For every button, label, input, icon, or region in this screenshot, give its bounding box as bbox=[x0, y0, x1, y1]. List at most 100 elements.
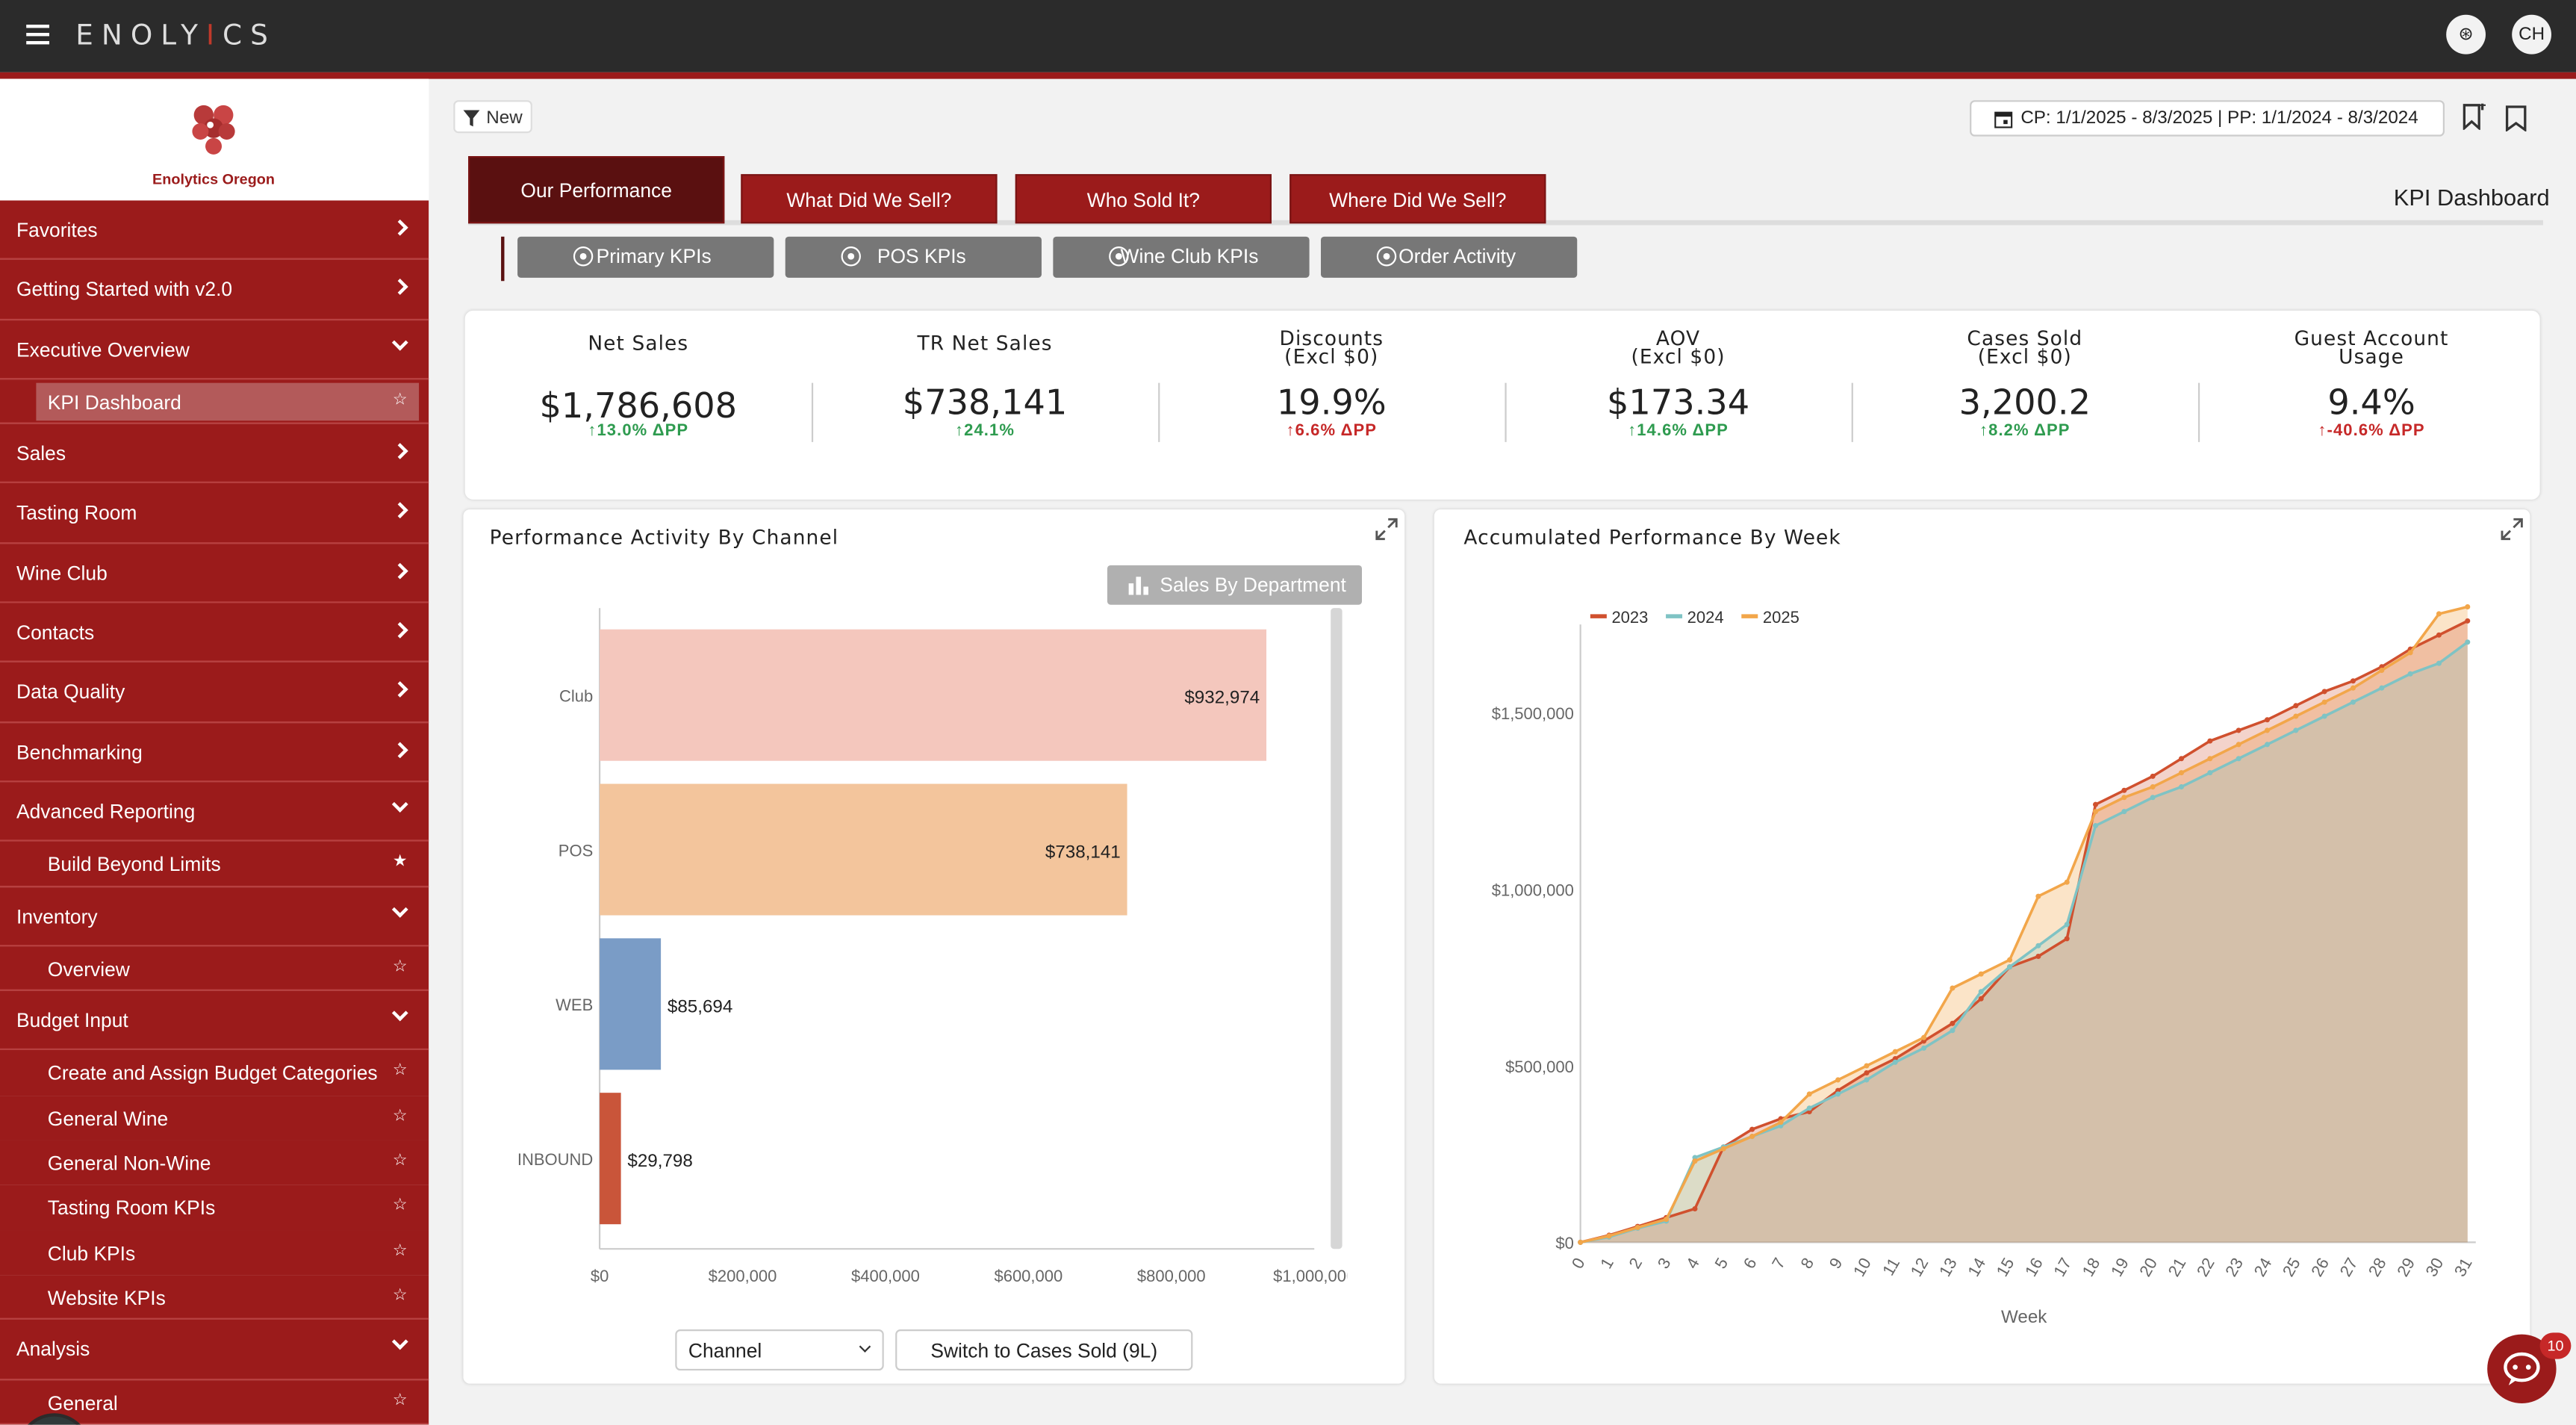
point-2025 bbox=[2007, 957, 2013, 963]
brand-logo[interactable]: ENOLYICS bbox=[75, 19, 276, 53]
sidebar-item-label: Advanced Reporting bbox=[16, 800, 196, 824]
radio-icon bbox=[573, 246, 594, 267]
sidebar-item-tasting-room[interactable]: Tasting Room bbox=[0, 483, 429, 544]
pin-icon[interactable]: ☆ bbox=[392, 1196, 408, 1215]
tab-our-performance[interactable]: Our Performance bbox=[468, 156, 725, 224]
kpi-value: 3,200.2 bbox=[1959, 382, 2091, 423]
x-tick-label: 20 bbox=[2135, 1255, 2161, 1280]
sidebar-subitem-tasting-room-kpis[interactable]: Tasting Room KPIs ☆ bbox=[0, 1185, 429, 1231]
expand-icon[interactable] bbox=[1373, 516, 1399, 542]
pin-icon[interactable]: ☆ bbox=[392, 1152, 408, 1170]
sidebar-subitem-general-non-wine[interactable]: General Non-Wine ☆ bbox=[0, 1140, 429, 1186]
x-tick-label: 25 bbox=[2279, 1255, 2304, 1280]
point-2025 bbox=[1664, 1217, 1670, 1223]
x-tick-label: 16 bbox=[2021, 1255, 2047, 1280]
sidebar-item-data-quality[interactable]: Data Quality bbox=[0, 662, 429, 723]
org-logo[interactable]: Enolytics Oregon bbox=[136, 92, 291, 194]
sidebar-item-analysis[interactable]: Analysis bbox=[0, 1320, 429, 1380]
kpi-title: Guest Account Usage bbox=[2294, 326, 2449, 368]
sidebar-item-budget-input[interactable]: Budget Input bbox=[0, 991, 429, 1051]
accent-line bbox=[0, 72, 2576, 79]
point-2025 bbox=[2236, 742, 2241, 748]
x-tick-label: 10 bbox=[1849, 1255, 1875, 1280]
tab-label: Our Performance bbox=[520, 178, 672, 202]
sidebar-subitem-website-kpis[interactable]: Website KPIs ☆ bbox=[0, 1275, 429, 1320]
point-2024 bbox=[2007, 964, 2013, 970]
point-2023 bbox=[2436, 632, 2442, 638]
sidebar-item-sales[interactable]: Sales bbox=[0, 424, 429, 484]
switch-metric-button[interactable]: Switch to Cases Sold (9L) bbox=[895, 1329, 1193, 1371]
pin-icon[interactable]: ☆ bbox=[392, 391, 408, 409]
sidebar-subitem-overview[interactable]: Overview ☆ bbox=[0, 946, 429, 992]
point-2025 bbox=[1835, 1077, 1841, 1083]
sidebar-item-benchmarking[interactable]: Benchmarking bbox=[0, 722, 429, 783]
point-2024 bbox=[2465, 639, 2471, 645]
sidebar-item-label: Tasting Room bbox=[16, 502, 137, 525]
pin-icon[interactable]: ★ bbox=[392, 853, 408, 872]
point-2023 bbox=[2178, 756, 2185, 762]
subtab-pos-kpis[interactable]: POS KPIs bbox=[785, 236, 1042, 278]
category-label: INBOUND bbox=[517, 1150, 593, 1169]
pin-icon[interactable]: ☆ bbox=[392, 1241, 408, 1260]
tab-what-did-we-sell-[interactable]: What Did We Sell? bbox=[741, 174, 998, 224]
sidebar-subitem-build-beyond-limits[interactable]: Build Beyond Limits ★ bbox=[0, 842, 429, 887]
pin-icon[interactable]: ☆ bbox=[392, 1107, 408, 1126]
sidebar-item-inventory[interactable]: Inventory bbox=[0, 887, 429, 947]
point-2025 bbox=[1864, 1063, 1870, 1069]
x-tick-label: 3 bbox=[1654, 1255, 1675, 1272]
org-logo-area: Enolytics Oregon bbox=[0, 78, 429, 201]
sidebar-subitem-general-wine[interactable]: General Wine ☆ bbox=[0, 1096, 429, 1141]
sidebar-subitem-label: Create and Assign Budget Categories bbox=[47, 1062, 378, 1086]
sidebar-item-getting-started-with-v2-0[interactable]: Getting Started with v2.0 bbox=[0, 260, 429, 320]
chat-support-button[interactable] bbox=[2487, 1334, 2557, 1404]
area-2025 bbox=[1580, 606, 2468, 1243]
tab-label: Who Sold It? bbox=[1086, 189, 1200, 212]
filter-new-button[interactable]: New bbox=[453, 100, 532, 134]
panel-title: Performance Activity By Channel bbox=[489, 526, 839, 549]
sidebar-item-favorites[interactable]: Favorites bbox=[0, 200, 429, 261]
sidebar-subitem-club-kpis[interactable]: Club KPIs ☆ bbox=[0, 1230, 429, 1276]
point-2023 bbox=[2236, 727, 2241, 733]
channel-bar-chart: $0 $200,000 $400,000 $600,000 $800,000 $1,000… bbox=[517, 608, 1347, 1285]
sidebar-item-contacts[interactable]: Contacts bbox=[0, 603, 429, 663]
sidebar-item-wine-club[interactable]: Wine Club bbox=[0, 543, 429, 603]
user-avatar[interactable]: CH bbox=[2512, 14, 2551, 55]
subtab-primary-kpis[interactable]: Primary KPIs bbox=[517, 236, 774, 278]
chevron-right-icon bbox=[391, 562, 408, 579]
sidebar-item-advanced-reporting[interactable]: Advanced Reporting bbox=[0, 782, 429, 842]
sidebar: Enolytics Oregon Favorites Getting Starte… bbox=[0, 78, 429, 1425]
help-icon[interactable]: ⊛ bbox=[2446, 14, 2486, 55]
expand-icon[interactable] bbox=[2499, 516, 2525, 542]
sidebar-item-label: Analysis bbox=[16, 1338, 90, 1362]
pin-icon[interactable]: ☆ bbox=[392, 1062, 408, 1081]
kpi-delta: ↑13.0% ΔPP bbox=[588, 422, 689, 441]
x-tick-label: 1 bbox=[1596, 1255, 1617, 1272]
kpi-discounts: Discounts (Excl $0) 19.9% ↑6.6% ΔPP bbox=[1158, 311, 1505, 500]
kpi-separator bbox=[1505, 382, 1507, 442]
tab-who-sold-it-[interactable]: Who Sold It? bbox=[1015, 174, 1272, 224]
pin-icon[interactable]: ☆ bbox=[392, 1391, 408, 1409]
tab-where-did-we-sell-[interactable]: Where Did We Sell? bbox=[1289, 174, 1546, 224]
sales-by-department-button[interactable]: Sales By Department bbox=[1107, 565, 1363, 605]
bookmark-icon[interactable] bbox=[2505, 105, 2527, 132]
chevron-right-icon bbox=[391, 741, 408, 758]
subtab-order-activity[interactable]: Order Activity bbox=[1321, 236, 1578, 278]
sidebar-item-label: Executive Overview bbox=[16, 338, 190, 361]
date-range-picker[interactable]: CP: 1/1/2025 - 8/3/2025 | PP: 1/1/2024 -… bbox=[1970, 100, 2445, 137]
sidebar-item-executive-overview[interactable]: Executive Overview bbox=[0, 320, 429, 380]
sidebar-subitem-kpi-dashboard[interactable]: KPI Dashboard ☆ bbox=[0, 379, 429, 425]
chart-scrollbar[interactable] bbox=[1331, 608, 1343, 1249]
bookmark-add-icon[interactable] bbox=[2461, 103, 2486, 130]
x-tick-label: 23 bbox=[2221, 1255, 2247, 1280]
subtab-label: Wine Club KPIs bbox=[1120, 244, 1259, 268]
pin-icon[interactable]: ☆ bbox=[392, 1286, 408, 1305]
point-2024 bbox=[2207, 770, 2213, 776]
chevron-down-icon bbox=[391, 1334, 408, 1350]
group-by-select[interactable]: Channel bbox=[675, 1329, 884, 1371]
x-tick-label: 30 bbox=[2421, 1255, 2447, 1280]
pin-icon[interactable]: ☆ bbox=[392, 957, 408, 976]
subtab-divider bbox=[501, 236, 505, 282]
sidebar-subitem-create-and-assign-budget-categories[interactable]: Create and Assign Budget Categories ☆ bbox=[0, 1050, 429, 1096]
menu-icon[interactable] bbox=[26, 25, 50, 45]
subtab-wine-club-kpis[interactable]: Wine Club KPIs bbox=[1053, 236, 1310, 278]
